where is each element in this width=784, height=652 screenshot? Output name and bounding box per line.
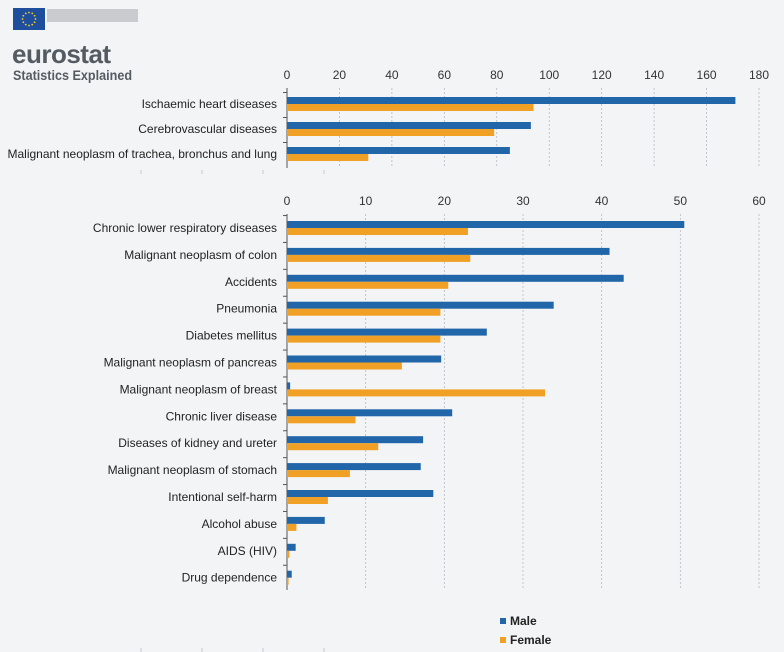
x-tick-label: 30 [516, 194, 530, 208]
flag-star [34, 18, 37, 20]
bar-female [287, 254, 471, 262]
flag-star [31, 12, 34, 15]
bar-female [287, 577, 289, 585]
bar-male [287, 436, 424, 444]
bar-male [287, 490, 434, 497]
legend-item-female: Female [500, 630, 551, 649]
bar-male [287, 463, 421, 471]
flag-star [31, 23, 34, 26]
flag-star [22, 14, 25, 17]
bar-male [287, 543, 296, 551]
x-tick-label: 180 [749, 68, 769, 82]
x-tick-label: 60 [752, 194, 766, 208]
bar-female [287, 228, 468, 235]
x-tick-label: 100 [539, 68, 559, 82]
x-tick-label: 50 [674, 194, 688, 208]
category-label: Diabetes mellitus [186, 329, 277, 343]
bar-male [287, 409, 453, 417]
bar-male [287, 97, 736, 104]
category-label: Diseases of kidney and ureter [118, 436, 277, 450]
bar-male [287, 355, 442, 363]
x-tick-label: 40 [595, 194, 609, 208]
category-label: Accidents [225, 275, 277, 289]
category-label: Ischaemic heart diseases [142, 97, 277, 111]
category-label: Alcohol abuse [202, 517, 278, 531]
brand-logo: eurostat [12, 39, 111, 69]
x-tick-label: 20 [333, 68, 347, 82]
bar-female [287, 497, 328, 504]
flag-star [24, 12, 27, 15]
bar-female [287, 335, 441, 343]
bar-male [287, 221, 685, 228]
bar-female [287, 470, 350, 478]
category-label: Chronic liver disease [166, 409, 278, 423]
legend-swatch-male [500, 617, 506, 624]
bar-female [287, 129, 495, 136]
legend-label-male: Male [510, 613, 537, 628]
brand-subtitle: Statistics Explained [13, 67, 133, 83]
x-tick-label: 40 [385, 68, 399, 82]
category-label: AIDS (HIV) [218, 544, 277, 558]
header: eurostat Statistics Explained [0, 0, 784, 90]
x-tick-label: 20 [438, 194, 452, 208]
flag-star [33, 21, 36, 24]
bar-female [287, 281, 449, 289]
category-label: Malignant neoplasm of stomach [108, 463, 277, 477]
header-bar [47, 9, 138, 22]
chart-2: 0 10 20 30 40 50 60 Chronic lower respiratory d… [93, 194, 766, 590]
bar-female [287, 550, 290, 558]
bar-male [287, 122, 531, 129]
legend-item-male: Male [500, 611, 551, 630]
legend-label-female: Female [510, 632, 552, 647]
category-label: Cerebrovascular diseases [138, 122, 277, 136]
x-tick-label: 80 [490, 68, 504, 82]
bar-male [287, 570, 292, 578]
bar-female [287, 308, 441, 316]
category-label: Intentional self-harm [168, 490, 277, 504]
eu-flag-icon [13, 8, 45, 30]
category-label: Malignant neoplasm of trachea, bronchus … [7, 147, 277, 161]
x-tick-label: 120 [592, 68, 612, 82]
x-tick-label: 60 [438, 68, 452, 82]
bar-male [287, 301, 554, 309]
category-label: Malignant neoplasm of breast [120, 382, 278, 396]
bar-female [287, 443, 379, 451]
legend-swatch-female [500, 636, 506, 643]
flag-star [33, 14, 36, 17]
category-label: Chronic lower respiratory diseases [93, 221, 277, 235]
flag-star [28, 24, 30, 27]
bar-female [287, 523, 297, 531]
flag-star [21, 18, 24, 20]
flag-star [24, 23, 27, 26]
category-label: Pneumonia [216, 302, 277, 316]
legend: Male Female [500, 611, 551, 649]
bar-male [287, 328, 487, 336]
bar-male [287, 516, 325, 524]
x-tick-label: 160 [697, 68, 717, 82]
bar-female [287, 389, 546, 397]
bar-male [287, 274, 624, 282]
x-tick-label: 140 [644, 68, 664, 82]
bar-male [287, 247, 610, 255]
flag-star [28, 11, 30, 14]
flag-star [22, 21, 25, 24]
x-tick-label: 0 [284, 194, 291, 208]
bar-female [287, 104, 534, 111]
category-label: Drug dependence [182, 571, 278, 585]
category-label: Malignant neoplasm of colon [124, 248, 277, 262]
bar-male [287, 147, 510, 154]
bar-female [287, 154, 369, 161]
chart-1: 0 20 40 60 80 100 120 140 160 180 Ischaemic heart … [7, 68, 769, 168]
x-tick-label: 10 [359, 194, 373, 208]
x-tick-label: 0 [284, 68, 291, 82]
bar-female [287, 362, 402, 370]
bar-female [287, 416, 356, 424]
bar-male [287, 382, 291, 390]
category-label: Malignant neoplasm of pancreas [104, 356, 277, 370]
